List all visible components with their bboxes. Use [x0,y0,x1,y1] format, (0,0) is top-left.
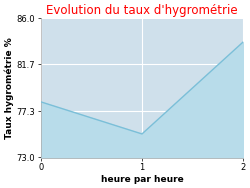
X-axis label: heure par heure: heure par heure [100,175,183,184]
Y-axis label: Taux hygrométrie %: Taux hygrométrie % [4,37,14,139]
Title: Evolution du taux d'hygrométrie: Evolution du taux d'hygrométrie [46,4,238,17]
